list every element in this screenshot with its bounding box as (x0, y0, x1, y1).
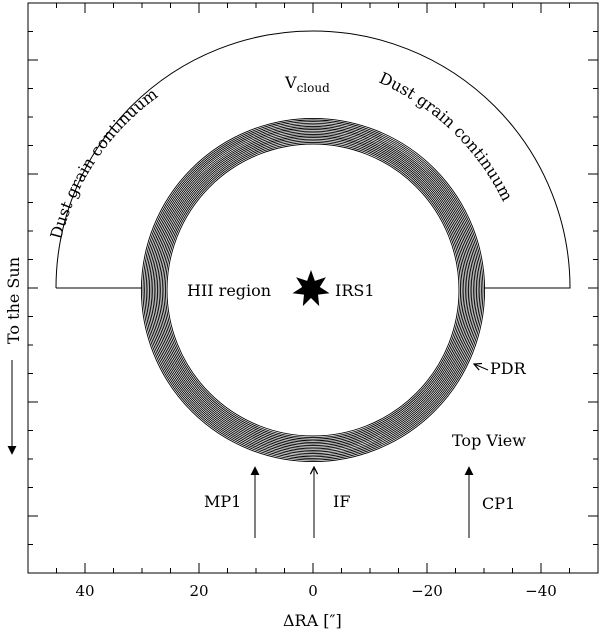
pdr-ring-line (150, 127, 476, 453)
pdr-ring-line (148, 125, 478, 455)
x-tick-label: −40 (525, 582, 557, 600)
dust-label-left-path: Dust grain continuum (46, 84, 161, 241)
axis-ticks (28, 3, 598, 573)
dust-label-right: Dust grain continuum (376, 68, 517, 204)
pdr-ring-line (152, 129, 474, 451)
pdr-ring-line (147, 124, 479, 456)
top-view-label: Top View (452, 431, 526, 450)
cp1-label: CP1 (482, 494, 515, 513)
pdr-ring-line (161, 138, 465, 442)
pdr-ring-line (164, 141, 462, 439)
star-icon (292, 270, 330, 307)
pdr-ring-line (142, 119, 484, 461)
pdr-label: PDR (490, 359, 527, 378)
mp1-label: MP1 (204, 492, 241, 511)
pdr-arrow (474, 364, 489, 370)
v-cloud-label: Vcloud (284, 73, 330, 95)
to-the-sun-label: To the Sun (4, 257, 23, 344)
v-cloud-subscript: cloud (297, 81, 331, 95)
pdr-ring-line (140, 117, 486, 463)
hii-region-label: HII region (187, 281, 271, 300)
tick-labels: 40 20 0 −20 −40 (75, 582, 556, 600)
pdr-ring-line (166, 143, 460, 437)
irs1-label: IRS1 (335, 281, 375, 300)
dust-label-right-path: Dust grain continuum (376, 68, 517, 204)
dust-continuum-dome (55, 30, 571, 289)
pdr-ring-line (145, 122, 481, 458)
pdr-ring (140, 117, 486, 463)
pdr-ring-line (153, 130, 473, 450)
x-tick-label: 40 (75, 582, 94, 600)
pdr-ring-line (160, 137, 466, 443)
pdr-ring-line (156, 133, 470, 447)
x-tick-label: 0 (308, 582, 318, 600)
pdr-ring-line (155, 132, 471, 448)
if-label: IF (333, 492, 350, 511)
x-tick-label: −20 (411, 582, 443, 600)
dust-label-left: Dust grain continuum (46, 84, 161, 241)
v-cloud-main: V (284, 73, 297, 92)
pdr-ring-line (144, 121, 482, 459)
pdr-ring-line (158, 135, 468, 445)
x-axis-label: ΔRA [″] (283, 611, 342, 630)
x-tick-label: 20 (189, 582, 208, 600)
pdr-ring-line (163, 140, 463, 440)
